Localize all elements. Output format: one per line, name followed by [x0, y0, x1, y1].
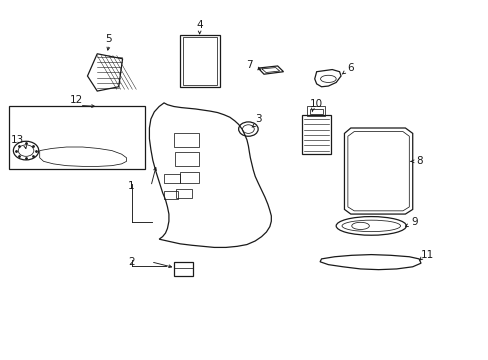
Text: 8: 8	[415, 156, 422, 166]
Text: 12: 12	[69, 95, 83, 105]
Text: 11: 11	[420, 250, 433, 260]
Text: 4: 4	[196, 20, 203, 30]
Bar	[173, 133, 199, 147]
Bar	[183, 37, 217, 85]
Text: 2: 2	[128, 257, 134, 267]
Bar	[176, 189, 191, 198]
Text: 10: 10	[309, 99, 323, 109]
Bar	[180, 35, 220, 87]
Text: 13: 13	[11, 135, 24, 145]
Bar	[306, 107, 325, 116]
Bar	[309, 109, 322, 114]
Bar	[173, 262, 193, 276]
Bar	[175, 152, 198, 166]
Text: 3: 3	[254, 114, 261, 124]
Bar	[180, 172, 198, 183]
Bar	[163, 191, 177, 199]
Text: 5: 5	[105, 35, 112, 44]
Text: 7: 7	[245, 59, 252, 69]
Text: 1: 1	[128, 181, 134, 192]
Bar	[9, 107, 145, 169]
Bar	[163, 174, 179, 183]
Text: 9: 9	[410, 217, 417, 227]
Text: 6: 6	[347, 63, 353, 73]
Bar	[302, 116, 330, 154]
